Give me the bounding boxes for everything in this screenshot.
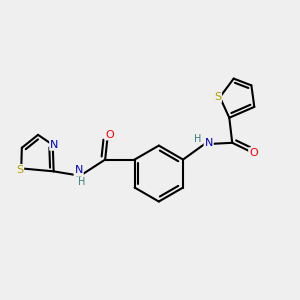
Text: N: N bbox=[74, 166, 83, 176]
Text: O: O bbox=[106, 130, 114, 140]
Text: H: H bbox=[194, 134, 202, 144]
Text: S: S bbox=[214, 92, 221, 102]
Text: N: N bbox=[205, 138, 213, 148]
Text: N: N bbox=[50, 140, 58, 150]
Text: S: S bbox=[16, 165, 23, 175]
Text: O: O bbox=[249, 148, 258, 158]
Text: H: H bbox=[78, 177, 85, 187]
